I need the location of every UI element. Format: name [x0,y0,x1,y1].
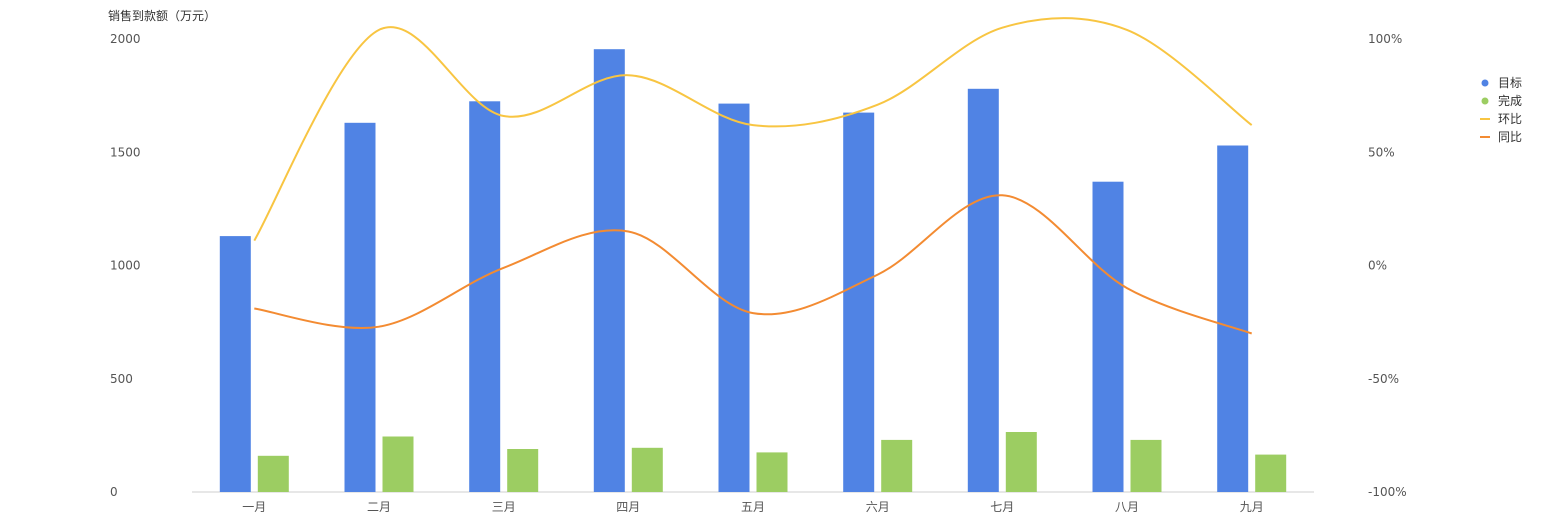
legend-label: 环比 [1498,112,1522,126]
right-axis-ticks: -100% -50% 0% 50% 100% [1368,32,1407,499]
bar-target [469,101,501,493]
bar-target [843,112,875,492]
bar-target [718,103,750,492]
bar-series [219,49,1287,493]
legend-label: 目标 [1498,76,1522,90]
x-tick-label: 九月 [1240,500,1264,513]
bar-target [344,122,376,493]
left-axis-ticks: 0 500 1000 1500 2000 [110,32,141,499]
legend-item[interactable]: 同比 [1480,130,1522,144]
x-tick-label: 七月 [990,500,1014,513]
left-tick-label: 1000 [110,259,141,273]
x-tick-label: 五月 [741,500,765,513]
bar-done [507,449,539,492]
y-axis-title: 销售到款额（万元） [108,8,216,23]
x-tick-label: 二月 [367,500,391,513]
bar-done [881,439,913,492]
bar-target [967,88,999,493]
x-tick-label: 八月 [1115,500,1139,513]
x-tick-label: 四月 [616,500,640,513]
line-series [253,17,1253,335]
bar-target [219,236,251,492]
legend-item[interactable]: 目标 [1481,76,1523,90]
right-tick-label: 100% [1368,32,1402,46]
legend-marker [1481,79,1489,87]
legend-marker [1481,97,1489,105]
bar-done [382,436,414,492]
x-axis-labels: 一月 二月 三月 四月 五月 六月 七月 八月 九月 [242,500,1263,513]
bar-target [1217,145,1249,492]
line-mom [253,17,1253,242]
line-yoy [254,194,1253,335]
left-tick-label: 500 [110,372,133,386]
bar-target [1092,181,1124,492]
right-tick-label: 50% [1368,145,1395,159]
bar-done [631,447,663,492]
bar-target [593,49,625,492]
bar-done [1005,432,1037,492]
right-tick-label: 0% [1368,259,1387,273]
x-tick-label: 一月 [242,500,266,513]
bar-done [1255,454,1287,492]
x-tick-label: 六月 [866,500,890,513]
right-tick-label: -100% [1368,485,1407,499]
bar-done [756,452,788,492]
right-tick-label: -50% [1368,372,1399,386]
left-tick-label: 0 [110,485,118,499]
legend-label: 同比 [1498,130,1522,144]
bar-done [1130,439,1162,492]
left-tick-label: 1500 [110,145,141,159]
legend-item[interactable]: 完成 [1481,93,1523,108]
x-tick-label: 三月 [492,500,516,513]
left-tick-label: 2000 [110,32,141,46]
legend-label: 完成 [1498,93,1522,108]
bar-done [257,455,289,492]
legend-item[interactable]: 环比 [1480,112,1522,126]
